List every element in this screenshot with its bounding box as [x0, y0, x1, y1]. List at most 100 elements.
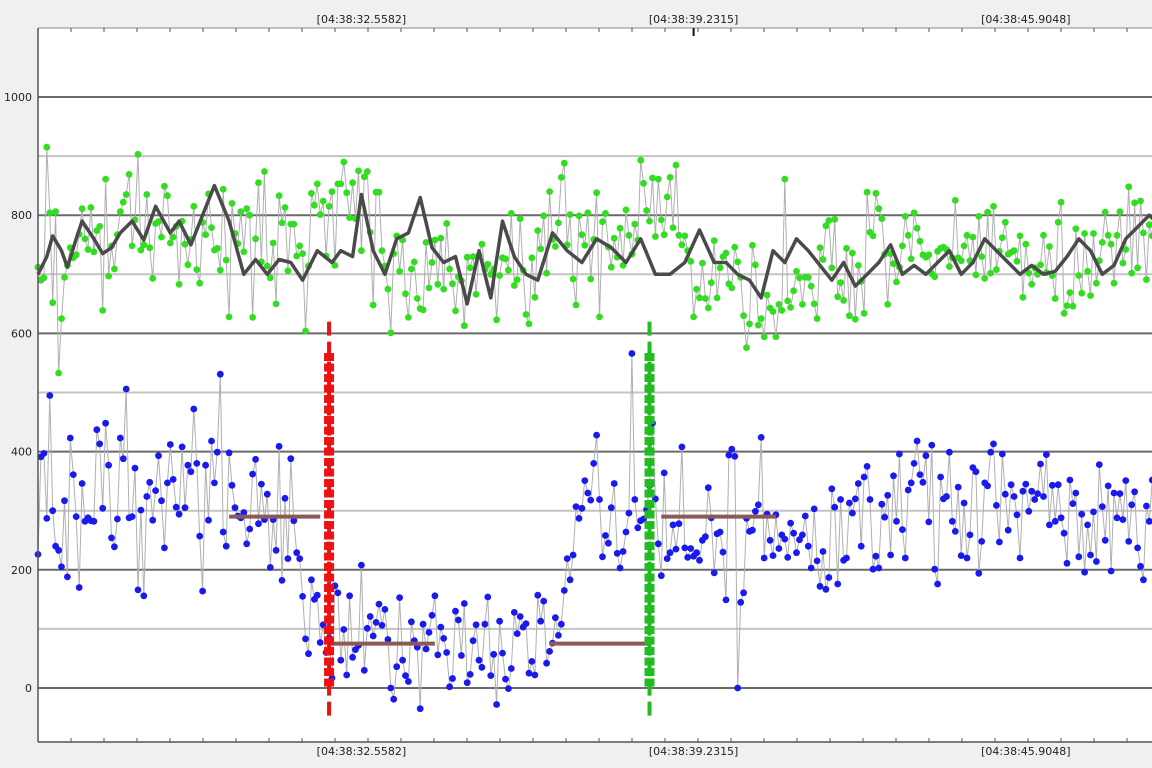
upper-raw-point — [408, 265, 415, 273]
lower-raw-point — [846, 499, 853, 507]
upper-raw-point — [1143, 276, 1150, 283]
lower-raw-point — [440, 635, 448, 642]
x-tick-label-top: [04:38:45.9048] — [981, 13, 1070, 26]
upper-raw-point — [704, 304, 712, 312]
lower-raw-point — [1046, 521, 1053, 529]
lower-raw-point — [678, 443, 686, 451]
lower-raw-point — [675, 520, 683, 528]
upper-raw-point — [1054, 218, 1062, 226]
lower-raw-point — [881, 513, 889, 521]
upper-raw-point — [240, 248, 248, 256]
lower-raw-point — [143, 493, 151, 500]
lower-raw-point — [399, 656, 406, 664]
lower-raw-point — [984, 482, 991, 490]
lower-raw-point — [916, 471, 924, 478]
upper-raw-point — [1084, 267, 1091, 275]
start-boundary-marker-block — [324, 363, 335, 372]
upper-raw-point — [534, 227, 542, 235]
upper-raw-point — [246, 211, 254, 219]
lower-raw-point — [1025, 507, 1033, 515]
upper-raw-point — [1116, 208, 1124, 216]
lower-raw-point — [305, 650, 312, 658]
lower-raw-point — [222, 542, 230, 550]
upper-raw-point — [293, 252, 301, 260]
upper-raw-point — [111, 265, 118, 273]
lower-raw-point — [972, 468, 980, 476]
lower-raw-point — [61, 497, 68, 505]
lower-raw-point — [205, 516, 212, 524]
lower-raw-point — [272, 546, 280, 554]
lower-raw-point — [857, 542, 865, 550]
lower-raw-point — [175, 510, 183, 518]
lower-raw-point — [299, 593, 306, 600]
lower-raw-point — [734, 684, 742, 692]
lower-raw-point — [998, 450, 1006, 458]
lower-raw-point — [1013, 511, 1021, 519]
lower-raw-point — [1016, 554, 1024, 562]
lower-raw-point — [990, 440, 997, 448]
lower-raw-point — [790, 529, 797, 537]
upper-raw-point — [155, 218, 162, 226]
upper-raw-point — [190, 202, 198, 210]
upper-raw-point — [116, 208, 124, 216]
lower-raw-point — [284, 555, 292, 562]
upper-raw-point — [760, 333, 768, 341]
upper-raw-point — [749, 241, 756, 249]
upper-raw-point — [643, 207, 650, 214]
upper-raw-point — [46, 209, 54, 217]
upper-raw-point — [946, 263, 953, 270]
lower-raw-point — [948, 517, 956, 525]
lower-raw-point — [910, 460, 918, 467]
end-boundary-marker-block — [644, 678, 655, 687]
end-boundary-marker-block — [644, 584, 655, 593]
lower-raw-point — [337, 656, 345, 664]
upper-raw-point — [834, 293, 842, 301]
upper-raw-point — [43, 143, 51, 151]
lower-raw-point — [849, 509, 856, 517]
upper-raw-point — [560, 159, 568, 167]
lower-raw-point — [546, 648, 553, 655]
upper-raw-point — [687, 257, 695, 265]
lower-raw-point — [749, 526, 756, 534]
lower-raw-point — [843, 554, 850, 562]
upper-raw-point — [916, 237, 924, 245]
upper-raw-point — [693, 285, 700, 293]
upper-raw-point — [522, 311, 530, 318]
upper-raw-point — [237, 208, 245, 216]
upper-raw-point — [660, 231, 668, 239]
upper-raw-point — [1001, 218, 1009, 226]
upper-raw-point — [422, 239, 430, 246]
lower-raw-point — [896, 450, 903, 458]
lower-raw-point — [740, 589, 747, 597]
lower-raw-point — [581, 477, 589, 484]
upper-raw-point — [516, 215, 524, 223]
upper-raw-point — [166, 239, 174, 247]
upper-raw-point — [140, 241, 148, 249]
upper-raw-point — [602, 210, 609, 217]
lower-raw-point — [334, 589, 342, 597]
upper-raw-point — [654, 175, 662, 183]
upper-raw-point — [710, 237, 718, 245]
lower-raw-point — [1004, 526, 1012, 534]
start-boundary-marker-block — [324, 374, 335, 383]
lower-raw-point — [1057, 514, 1065, 522]
upper-raw-point — [446, 265, 453, 273]
start-boundary-marker-block — [324, 500, 335, 509]
end-boundary-marker-block — [644, 500, 655, 509]
start-boundary-marker-block — [324, 657, 335, 666]
end-boundary-marker-block — [644, 531, 655, 540]
upper-raw-point — [137, 246, 145, 254]
lower-raw-point — [1101, 536, 1109, 544]
upper-raw-point — [308, 189, 315, 197]
upper-raw-point — [243, 205, 251, 213]
lower-raw-point — [822, 585, 830, 593]
upper-raw-point — [208, 224, 215, 232]
upper-raw-point — [528, 254, 536, 262]
lower-raw-point — [384, 636, 392, 643]
upper-raw-point — [1072, 225, 1080, 233]
y-tick-label: 200 — [11, 564, 32, 577]
start-boundary-marker-block — [324, 531, 335, 540]
lower-raw-point — [378, 622, 386, 629]
lower-raw-point — [1116, 490, 1124, 497]
upper-raw-point — [1104, 231, 1112, 239]
